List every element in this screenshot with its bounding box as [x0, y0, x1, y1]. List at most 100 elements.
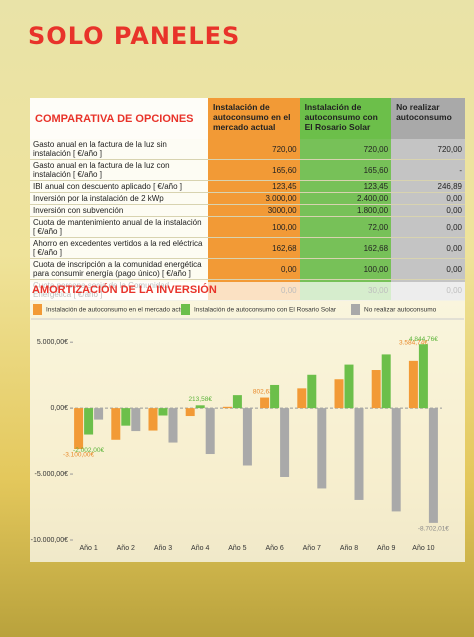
x-tick-label: Año 4: [191, 545, 209, 552]
table-row: Gasto anual en la factura de la luz con …: [30, 159, 465, 181]
row-label: Gasto anual en la factura de la luz sin …: [30, 139, 208, 160]
table-row: Cuota de mantenimiento anual de la insta…: [30, 216, 465, 238]
table-title: COMPARATIVA DE OPCIONES: [30, 98, 208, 139]
comparison-table: COMPARATIVA DE OPCIONES Instalación de au…: [30, 98, 465, 301]
row-label: Inversión por la instalación de 2 kWp: [30, 192, 208, 205]
value-label: -8.702,01€: [418, 526, 449, 533]
bar: [354, 408, 364, 500]
x-tick-label: Año 2: [117, 545, 135, 552]
table-row: Cuota de inscripción a la comunidad ener…: [30, 258, 465, 280]
value-cell: 720,00: [391, 139, 465, 160]
x-tick-label: Año 1: [79, 545, 97, 552]
value-label: 3.584,74€: [399, 340, 428, 347]
value-cell: 165,60: [208, 159, 300, 181]
legend-label: No realizar autoconsumo: [364, 307, 437, 314]
row-label: Inversión con subvención: [30, 204, 208, 217]
row-label: Cuota de mantenimiento anual de la insta…: [30, 216, 208, 238]
table-row: Inversión con subvención 3000,00 1.800,00 0…: [30, 204, 465, 217]
chart-title: AMORTIZACIÓN DE LA INVERSIÓN: [32, 283, 217, 296]
y-tick-label: -10.000,00€: [31, 537, 68, 544]
legend-swatch: [181, 304, 190, 315]
bar: [307, 374, 317, 409]
value-label: -2.002,00€: [73, 447, 104, 454]
x-tick-label: Año 5: [228, 545, 246, 552]
value-cell: 720,00: [299, 139, 392, 160]
bar: [232, 395, 242, 409]
x-tick-label: Año 8: [340, 545, 358, 552]
value-label: 802,63€: [253, 388, 277, 395]
x-tick-label: Año 10: [412, 545, 434, 552]
y-tick-label: 5.000,00€: [37, 339, 68, 346]
table-row: Gasto anual en la factura de la luz sin …: [30, 139, 465, 160]
bar: [185, 408, 195, 417]
page-title: SOLO PANELES: [28, 22, 241, 50]
bar: [131, 408, 141, 432]
value-cell: 2.400,00: [299, 192, 392, 205]
value-cell: 100,00: [299, 258, 392, 280]
y-tick-label: -5.000,00€: [35, 471, 69, 478]
bar: [270, 384, 280, 409]
bar: [84, 408, 94, 435]
bar: [158, 408, 168, 416]
value-cell: 0,00: [391, 192, 465, 205]
bar: [148, 408, 158, 431]
bar: [428, 408, 438, 523]
x-tick-label: Año 9: [377, 545, 395, 552]
bar: [205, 408, 215, 455]
value-cell: -: [391, 159, 465, 181]
value-cell: 0,00: [391, 258, 465, 280]
x-tick-label: Año 3: [154, 545, 172, 552]
value-cell: 165,60: [299, 159, 392, 181]
value-cell: 100,00: [208, 216, 300, 238]
x-tick-label: Año 7: [303, 545, 321, 552]
bar: [222, 406, 232, 409]
value-cell: 162,68: [208, 237, 300, 259]
row-label: Ahorro en excedentes vertidos a la red e…: [30, 237, 208, 259]
value-label: 4.844,76€: [409, 336, 438, 343]
bar: [74, 408, 84, 450]
row-label: Gasto anual en la factura de la luz con …: [30, 159, 208, 181]
legend-label: Instalación de autoconsumo en el mercado…: [46, 307, 190, 314]
legend-label: Instalación de autoconsumo con El Rosari…: [194, 307, 337, 314]
value-cell: 72,00: [299, 216, 392, 238]
row-label: IBI anual con descuento aplicado [ €/año…: [30, 180, 208, 193]
value-label: 213,58€: [188, 396, 212, 403]
bar: [168, 408, 178, 443]
bar: [371, 370, 381, 409]
value-cell: 246,89: [391, 180, 465, 193]
table-row: Ahorro en excedentes vertidos a la red e…: [30, 237, 465, 259]
column-header: Instalación de autoconsumo con El Rosari…: [299, 98, 392, 139]
bar: [280, 408, 290, 477]
bar: [344, 364, 354, 409]
row-label: Cuota de inscripción a la comunidad ener…: [30, 258, 208, 280]
value-cell: 0,00: [391, 216, 465, 238]
bar: [408, 360, 418, 409]
legend-swatch: [33, 304, 42, 315]
column-header: Instalación de autoconsumo en el mercado…: [208, 98, 300, 139]
x-tick-label: Año 6: [265, 545, 283, 552]
bar: [121, 408, 131, 426]
bar: [94, 408, 104, 420]
bar: [317, 408, 327, 489]
bar: [418, 344, 428, 409]
legend-swatch: [351, 304, 360, 315]
value-cell: 720,00: [208, 139, 300, 160]
value-cell: 162,68: [299, 237, 392, 259]
bar: [195, 405, 205, 409]
table-row: IBI anual con descuento aplicado [ €/año…: [30, 180, 465, 193]
table-row: Inversión por la instalación de 2 kWp 3.0…: [30, 192, 465, 205]
value-cell: 1.800,00: [299, 204, 392, 217]
bar: [111, 408, 121, 440]
bar: [381, 354, 391, 409]
bar: [297, 388, 307, 409]
bar: [334, 379, 344, 409]
bar: [391, 408, 401, 512]
value-cell: 123,45: [208, 180, 300, 193]
value-label: -3.100,00€: [63, 452, 94, 459]
bar: [260, 397, 270, 409]
value-cell: 0,00: [391, 204, 465, 217]
value-cell: 123,45: [299, 180, 392, 193]
value-cell: 0,00: [208, 258, 300, 280]
